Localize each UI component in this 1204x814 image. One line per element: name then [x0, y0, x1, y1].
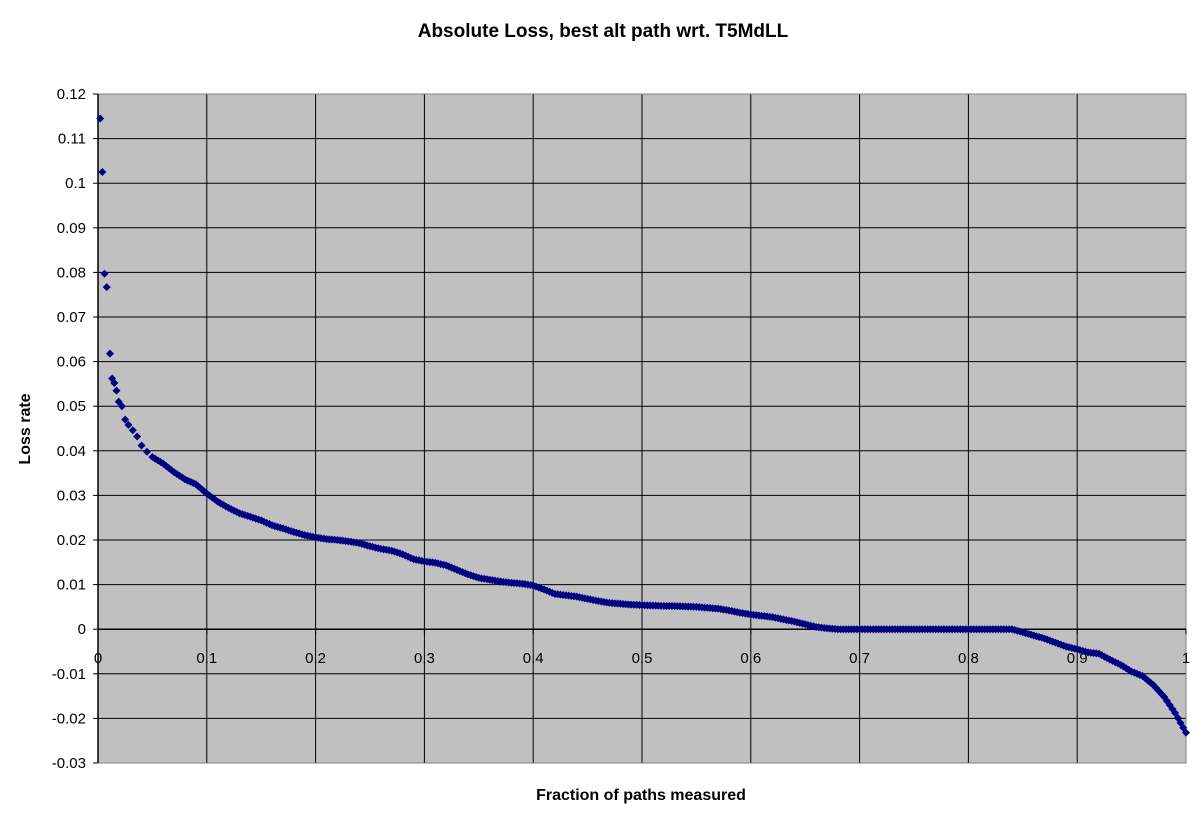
y-tick-label: 0.03	[57, 487, 86, 504]
x-tick-label: 0.7	[849, 650, 870, 667]
y-tick-label: 0.05	[57, 398, 86, 415]
data-point	[98, 168, 107, 177]
x-tick-label: 0	[94, 650, 102, 667]
x-tick-label: 0.4	[523, 650, 544, 667]
y-tick-label: 0.09	[57, 220, 86, 237]
y-tick-label: 0.01	[57, 577, 86, 594]
x-tick-labels: 0 0.1 0.2 0.3 0.4 0.5 0.6 0.7 0.8 0.9 1	[94, 650, 1190, 667]
y-tick-label: 0.12	[57, 86, 86, 103]
y-tick-label: -0.03	[52, 755, 86, 772]
data-point	[110, 379, 119, 388]
data-point	[137, 441, 146, 450]
data-point	[121, 415, 130, 424]
x-tick-label: 0.3	[414, 650, 435, 667]
y-tick-label: 0.02	[57, 532, 86, 549]
data-point	[112, 386, 121, 395]
data-point	[142, 447, 151, 456]
data-point	[1182, 728, 1190, 737]
chart-title: Absolute Loss, best alt path wrt. T5MdLL	[418, 21, 789, 42]
y-tick-label: 0.06	[57, 354, 86, 371]
x-tick-label: 0.8	[958, 650, 979, 667]
x-tick-label: 0.6	[740, 650, 761, 667]
x-tick-label: 0.5	[632, 650, 653, 667]
y-tick-label: 0	[78, 621, 86, 638]
y-tick-label: 0.07	[57, 309, 86, 326]
data-point	[96, 114, 105, 123]
data-point	[124, 420, 133, 429]
y-tick-label: 0.1	[65, 175, 86, 192]
x-axis-label: Fraction of paths measured	[536, 787, 746, 804]
data-point	[117, 402, 126, 411]
y-tick-labels: 0.12 0.11 0.1 0.09 0.08 0.07 0.06 0.05 0.04 0.03 0…	[52, 86, 86, 772]
y-tick-label: 0.08	[57, 264, 86, 281]
data-points	[96, 114, 1190, 737]
data-point	[100, 269, 109, 278]
y-tick-label: -0.02	[52, 710, 86, 727]
x-tick-label: 0.1	[196, 650, 217, 667]
y-tick-label: 0.11	[58, 131, 86, 148]
data-point	[133, 432, 142, 441]
data-point	[128, 426, 137, 435]
y-tick-label: 0.04	[57, 443, 86, 460]
data-point	[230, 506, 238, 515]
x-tick-label: 1	[1182, 650, 1190, 667]
x-tick-label: 0.2	[305, 650, 326, 667]
y-tick-label: -0.01	[52, 666, 86, 683]
data-point	[102, 283, 111, 292]
data-point	[105, 349, 114, 358]
y-axis-label: Loss rate	[17, 393, 34, 464]
